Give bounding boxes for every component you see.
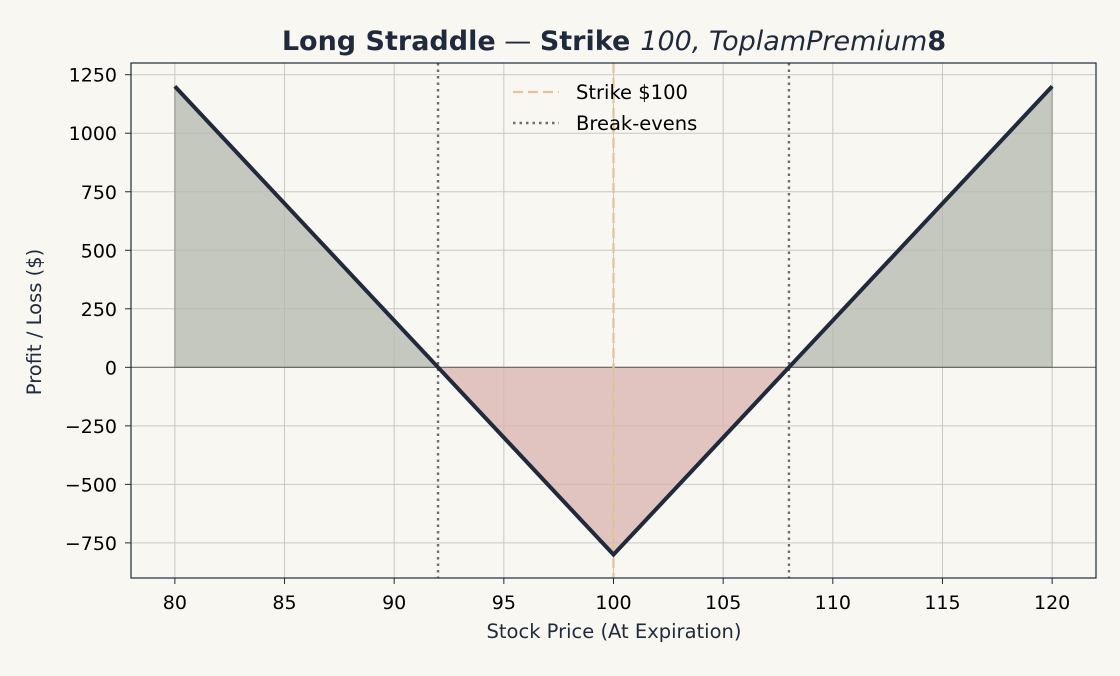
y-tick-label: −500 [65,474,117,496]
title-bold-suffix: 8 [927,26,946,57]
x-tick-label: 90 [382,592,406,614]
legend: Strike $100 Break-evens [513,81,697,135]
legend-strike-label: Strike $100 [576,81,688,104]
y-tick-label: 750 [81,182,117,204]
x-tick-label: 95 [492,592,516,614]
payoff-line [173,85,1054,558]
y-tick-label: 250 [81,299,117,321]
x-tick-label: 120 [1034,592,1070,614]
legend-breakeven-label: Break-evens [576,112,697,135]
x-tick-label: 85 [272,592,296,614]
y-tick-label: −750 [65,533,117,555]
x-tick-label: 105 [705,592,741,614]
title-strike-word: Strike [540,26,630,57]
reference-lines [131,63,1096,578]
y-tick-label: −250 [65,416,117,438]
x-tick-label: 80 [163,592,187,614]
y-tick-label: 1000 [69,123,117,145]
y-tick-label: 500 [81,240,117,262]
y-axis-label: Profit / Loss ($) [23,249,46,395]
title-math-segment: 100, ToplamPremium [640,26,927,57]
axes-layer: 80 85 90 95 100 105 110 115 120 −750 −500 −250 0 250 5… [65,62,1097,614]
y-tick-label: 1250 [69,65,117,87]
x-tick-label: 115 [924,592,960,614]
y-tick-label: 0 [105,357,117,379]
series-layer [173,85,1054,558]
x-axis-label: Stock Price (At Expiration) [487,620,742,643]
x-tick-label: 100 [595,592,631,614]
x-tick-label: 110 [815,592,851,614]
title-dash: — [496,26,540,57]
chart-title: Long Straddle — Strike 100, ToplamPremium… [282,26,946,57]
title-bold-prefix: Long Straddle [282,26,496,57]
